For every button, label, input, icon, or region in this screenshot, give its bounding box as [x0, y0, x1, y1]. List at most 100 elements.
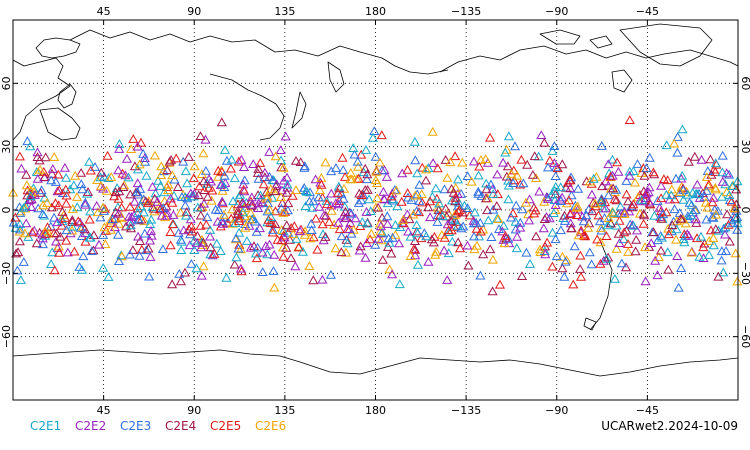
marker-c2e2 [379, 194, 390, 204]
marker-c2e2 [326, 188, 337, 198]
marker-c2e3 [383, 233, 394, 243]
marker-c2e6 [71, 192, 83, 201]
marker-c2e1 [686, 199, 697, 209]
marker-c2e1 [434, 198, 445, 208]
marker-c2e5 [443, 225, 454, 235]
marker-c2e2 [634, 196, 645, 206]
marker-c2e6 [539, 196, 550, 206]
marker-c2e2 [236, 154, 247, 164]
marker-c2e3 [306, 218, 317, 228]
marker-c2e1 [215, 246, 226, 255]
marker-c2e6 [213, 171, 224, 181]
marker-c2e4 [232, 205, 243, 215]
marker-c2e6 [583, 222, 594, 232]
marker-c2e6 [330, 243, 341, 253]
marker-c2e5 [365, 234, 376, 244]
marker-c2e4 [229, 259, 240, 269]
marker-c2e6 [590, 198, 601, 208]
marker-c2e3 [262, 198, 273, 208]
marker-c2e3 [178, 156, 189, 166]
marker-c2e4 [713, 271, 724, 281]
marker-c2e5 [547, 261, 558, 271]
marker-c2e1 [306, 202, 318, 212]
marker-c2e5 [289, 221, 300, 231]
marker-c2e3 [304, 187, 316, 197]
marker-c2e5 [312, 244, 323, 254]
marker-c2e2 [50, 236, 62, 246]
marker-c2e6 [416, 189, 427, 198]
marker-c2e4 [559, 210, 570, 220]
marker-c2e1 [229, 173, 240, 183]
marker-c2e1 [703, 249, 715, 259]
marker-c2e1 [483, 215, 494, 225]
marker-c2e3 [560, 256, 571, 266]
marker-c2e2 [524, 194, 535, 204]
marker-c2e2 [613, 166, 624, 176]
marker-c2e6 [288, 229, 299, 239]
marker-c2e6 [457, 157, 468, 167]
marker-c2e5 [116, 202, 127, 212]
marker-c2e3 [406, 194, 417, 204]
marker-c2e2 [205, 176, 217, 186]
marker-c2e2 [207, 250, 218, 260]
marker-c2e5 [624, 115, 635, 124]
marker-c2e1 [546, 189, 557, 199]
marker-c2e5 [14, 151, 25, 161]
marker-c2e6 [275, 192, 286, 201]
marker-c2e3 [510, 224, 521, 234]
tick-label-right-2: 0 [739, 207, 750, 214]
marker-c2e5 [402, 164, 413, 174]
marker-c2e6 [264, 204, 275, 214]
marker-c2e1 [602, 220, 613, 230]
marker-c2e5 [417, 197, 428, 207]
marker-c2e6 [671, 216, 682, 226]
marker-c2e3 [549, 141, 560, 150]
marker-c2e5 [209, 248, 220, 258]
marker-c2e1 [367, 132, 379, 142]
marker-c2e1 [250, 248, 261, 258]
marker-c2e4 [648, 227, 659, 237]
marker-c2e1 [500, 147, 511, 157]
marker-c2e3 [330, 162, 342, 172]
marker-c2e4 [630, 246, 641, 256]
marker-c2e5 [195, 220, 206, 230]
marker-c2e5 [53, 200, 64, 210]
marker-c2e2 [423, 256, 434, 266]
marker-c2e3 [33, 203, 44, 213]
marker-c2e2 [644, 182, 655, 192]
marker-c2e5 [167, 219, 178, 229]
marker-c2e1 [145, 219, 156, 228]
marker-c2e6 [346, 174, 357, 184]
marker-c2e1 [421, 231, 432, 241]
marker-c2e1 [618, 234, 629, 244]
marker-c2e2 [650, 255, 661, 265]
marker-c2e2 [32, 147, 43, 157]
marker-c2e3 [213, 205, 224, 215]
marker-c2e1 [607, 154, 618, 164]
marker-c2e6 [126, 144, 137, 153]
marker-c2e6 [534, 244, 546, 254]
marker-c2e3 [724, 195, 736, 204]
marker-c2e6 [372, 193, 383, 203]
marker-c2e1 [191, 263, 202, 273]
marker-c2e5 [53, 169, 64, 179]
marker-c2e1 [678, 194, 689, 204]
marker-c2e6 [506, 168, 517, 178]
marker-c2e1 [384, 237, 395, 247]
tick-label-left-4: −60 [0, 325, 13, 348]
marker-c2e4 [373, 202, 384, 212]
marker-c2e1 [503, 131, 514, 141]
marker-c2e3 [86, 246, 97, 255]
marker-c2e1 [555, 182, 566, 192]
marker-c2e3 [113, 229, 124, 239]
marker-c2e5 [324, 216, 335, 226]
marker-c2e2 [147, 181, 158, 191]
marker-c2e5 [216, 166, 228, 176]
marker-c2e3 [8, 217, 19, 227]
marker-c2e4 [566, 223, 577, 233]
marker-c2e6 [370, 175, 381, 184]
marker-c2e3 [349, 149, 360, 159]
marker-c2e5 [125, 201, 136, 211]
marker-c2e4 [371, 165, 382, 175]
legend-item-c2e4: C2E4 [165, 419, 196, 433]
